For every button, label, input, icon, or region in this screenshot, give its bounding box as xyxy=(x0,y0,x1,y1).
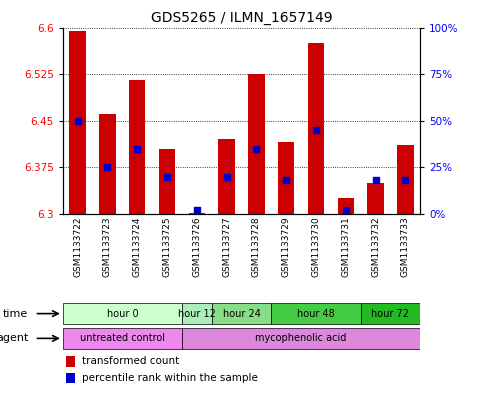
Bar xyxy=(361,303,420,324)
Bar xyxy=(248,74,265,214)
Point xyxy=(163,173,171,180)
Point xyxy=(372,177,380,184)
Bar xyxy=(271,303,361,324)
Text: hour 0: hour 0 xyxy=(107,309,138,319)
Bar xyxy=(66,373,75,384)
Point xyxy=(312,127,320,133)
Bar xyxy=(212,303,271,324)
Point xyxy=(104,164,112,170)
Point xyxy=(133,145,141,152)
Text: untreated control: untreated control xyxy=(80,333,165,343)
Bar xyxy=(66,356,75,367)
Text: percentile rank within the sample: percentile rank within the sample xyxy=(83,373,258,383)
Bar xyxy=(278,142,294,214)
Point xyxy=(253,145,260,152)
Text: mycophenolic acid: mycophenolic acid xyxy=(256,333,347,343)
Point xyxy=(74,118,82,124)
Bar xyxy=(182,303,212,324)
Text: transformed count: transformed count xyxy=(83,356,180,366)
Bar xyxy=(308,43,324,214)
Bar xyxy=(63,328,182,349)
Bar xyxy=(218,139,235,214)
Text: hour 48: hour 48 xyxy=(297,309,335,319)
Point xyxy=(342,207,350,213)
Title: GDS5265 / ILMN_1657149: GDS5265 / ILMN_1657149 xyxy=(151,11,332,25)
Bar xyxy=(159,149,175,214)
Bar xyxy=(189,213,205,214)
Text: hour 24: hour 24 xyxy=(223,309,260,319)
Text: hour 72: hour 72 xyxy=(371,309,410,319)
Text: hour 12: hour 12 xyxy=(178,309,216,319)
Text: time: time xyxy=(3,309,28,319)
Text: agent: agent xyxy=(0,333,28,343)
Bar xyxy=(182,328,420,349)
Bar xyxy=(63,303,182,324)
Bar xyxy=(397,145,413,214)
Point xyxy=(193,207,201,213)
Point xyxy=(401,177,409,184)
Bar xyxy=(99,114,115,214)
Bar xyxy=(129,80,145,214)
Bar xyxy=(368,183,384,214)
Point xyxy=(282,177,290,184)
Bar xyxy=(70,31,86,214)
Bar xyxy=(338,198,354,214)
Point xyxy=(223,173,230,180)
